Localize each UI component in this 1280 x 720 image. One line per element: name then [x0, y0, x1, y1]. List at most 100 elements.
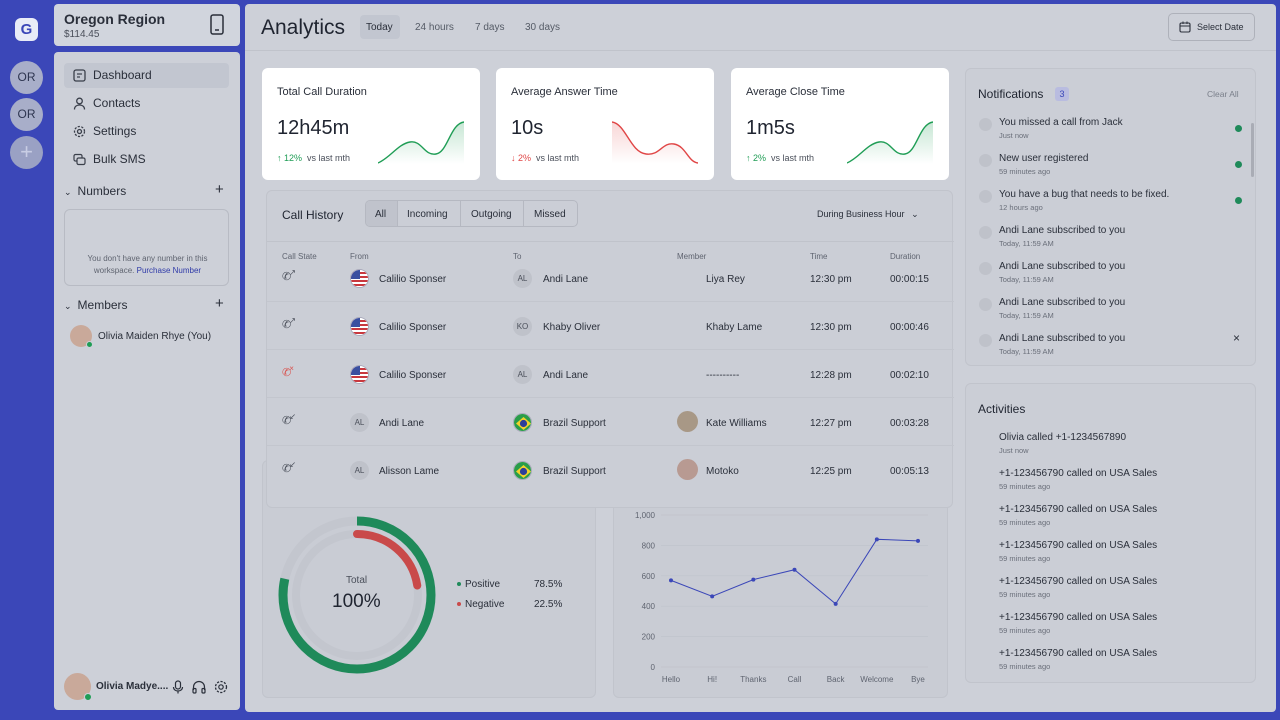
x-tick-label: Thanks: [740, 675, 766, 684]
call-to: Khaby Oliver: [543, 322, 601, 333]
clear-all-button[interactable]: Clear All: [1207, 89, 1239, 99]
data-point[interactable]: [833, 601, 838, 606]
legend-negative-label: Negative: [465, 599, 505, 610]
call-incoming-icon: ✆↙: [282, 412, 296, 427]
workspace-avatar[interactable]: OR: [10, 61, 43, 94]
activity-title: Olivia called +1-1234567890: [999, 432, 1127, 443]
data-point[interactable]: [874, 537, 879, 542]
notification-title: Andi Lane subscribed to you: [999, 225, 1126, 236]
gear-icon: [73, 125, 86, 138]
data-point[interactable]: [792, 567, 797, 572]
y-tick-label: 400: [642, 602, 656, 611]
call-duration: 00:00:46: [890, 322, 929, 333]
user-avatar[interactable]: [64, 673, 92, 701]
close-icon[interactable]: ×: [1233, 331, 1241, 345]
avatar: [677, 411, 698, 432]
notification-title: Andi Lane subscribed to you: [999, 297, 1126, 308]
col-header-member: Member: [677, 252, 707, 261]
stat-change: ↓ 2% vs last mth: [511, 153, 579, 163]
online-status-icon: [84, 693, 92, 701]
call-history-panel: Call History All Incoming Outgoing Misse…: [266, 190, 954, 508]
period-dropdown[interactable]: During Business Hour ⌄: [817, 209, 919, 220]
range-tab-7d[interactable]: 7 days: [475, 22, 505, 33]
activity-title: +1-123456790 called on USA Sales: [999, 612, 1158, 623]
members-section-header[interactable]: ⌄ Members: [64, 298, 128, 312]
numbers-empty-text: You don't have any number in this worksp…: [87, 254, 208, 275]
add-member-button[interactable]: +: [215, 295, 224, 312]
notification-time: Today, 11:59 AM: [999, 275, 1054, 284]
chevron-down-icon: ⌄: [911, 209, 919, 219]
range-tab-24h[interactable]: 24 hours: [415, 22, 454, 33]
notifications-title: Notifications: [978, 87, 1044, 101]
call-missed-icon: ✆×: [282, 364, 294, 379]
workspace-header[interactable]: Oregon Region $114.45: [54, 4, 240, 46]
call-history-title: Call History: [282, 208, 344, 222]
sidebar-item-settings[interactable]: Settings: [64, 119, 229, 144]
x-tick-label: Hi!: [707, 675, 717, 684]
range-tab-today[interactable]: Today: [366, 22, 393, 33]
stat-title: Total Call Duration: [277, 86, 367, 98]
call-to: Brazil Support: [543, 466, 606, 477]
microphone-icon[interactable]: [172, 680, 184, 694]
activity-title: +1-123456790 called on USA Sales: [999, 576, 1158, 587]
activity-title: +1-123456790 called on USA Sales: [999, 468, 1158, 479]
contact-initials-avatar: AL: [513, 365, 532, 384]
stat-value: 10s: [511, 117, 544, 139]
positive-arc: [278, 516, 436, 674]
broadcast-icon: [979, 226, 992, 239]
activity-title: +1-123456790 called on USA Sales: [999, 540, 1158, 551]
call-duration: 00:00:15: [890, 274, 929, 285]
contact-initials-avatar: KO: [513, 317, 532, 336]
select-date-label: Select Date: [1197, 22, 1244, 32]
sparkline-up-icon: [378, 121, 464, 164]
stat-value: 1m5s: [746, 117, 795, 139]
data-point[interactable]: [751, 577, 756, 582]
notifications-count-badge: 3: [1055, 87, 1069, 101]
x-tick-label: Bye: [911, 675, 925, 684]
col-header-duration: Duration: [890, 252, 921, 261]
numbers-section-header[interactable]: ⌄ Numbers: [64, 184, 126, 198]
sidebar-item-dashboard[interactable]: Dashboard: [64, 63, 229, 88]
select-date-button[interactable]: Select Date: [1168, 13, 1255, 41]
arrow-down-icon: ↓: [511, 153, 516, 163]
arrow-up-icon: ↑: [277, 153, 282, 163]
sidebar-item-label: Dashboard: [93, 68, 152, 82]
phone-device-icon[interactable]: [210, 14, 224, 35]
activity-title: +1-123456790 called on USA Sales: [999, 648, 1158, 659]
sidebar-item-bulk-sms[interactable]: Bulk SMS: [64, 147, 229, 172]
activity-time: 59 minutes ago: [999, 554, 1051, 563]
activity-time: Just now: [999, 446, 1029, 455]
call-member: Kate Williams: [706, 418, 767, 429]
avatar: [70, 325, 93, 348]
workspace-avatar[interactable]: OR: [10, 98, 43, 131]
range-tab-30d[interactable]: 30 days: [525, 22, 561, 33]
data-point[interactable]: [669, 578, 673, 583]
stat-card-total-call-duration: Total Call Duration 12h45m ↑ 12% vs last…: [262, 68, 480, 180]
notifications-scrollbar[interactable]: [1251, 123, 1254, 177]
add-number-button[interactable]: +: [215, 181, 224, 198]
activity-title: +1-123456790 called on USA Sales: [999, 504, 1158, 515]
filter-tab-incoming[interactable]: Incoming: [398, 201, 461, 226]
stat-value: 12h45m: [277, 117, 350, 139]
purchase-number-link[interactable]: Purchase Number: [136, 266, 202, 275]
chevron-down-icon: ⌄: [64, 301, 72, 311]
gear-icon[interactable]: [214, 680, 228, 694]
filter-tab-all[interactable]: All: [366, 201, 398, 226]
filter-tab-outgoing[interactable]: Outgoing: [461, 201, 524, 226]
stat-card-average-answer-time: Average Answer Time 10s ↓ 2% vs last mth: [496, 68, 714, 180]
data-point[interactable]: [916, 538, 920, 543]
period-label: During Business Hour: [817, 209, 905, 219]
bug-icon: [979, 118, 992, 131]
sidebar-item-contacts[interactable]: Contacts: [64, 91, 229, 116]
add-workspace-button[interactable]: +: [10, 136, 43, 169]
data-point[interactable]: [710, 594, 715, 599]
sentiment-donut: [278, 516, 436, 674]
filter-tab-missed[interactable]: Missed: [534, 209, 566, 220]
broadcast-icon: [979, 298, 992, 311]
col-header-call-state: Call State: [282, 252, 317, 261]
notification-time: 12 hours ago: [999, 203, 1043, 212]
user-name: Olivia Madye....: [96, 681, 169, 692]
bug-icon: [979, 190, 992, 203]
headphones-icon[interactable]: [192, 680, 206, 694]
stat-change: ↑ 2% vs last mth: [746, 153, 814, 163]
